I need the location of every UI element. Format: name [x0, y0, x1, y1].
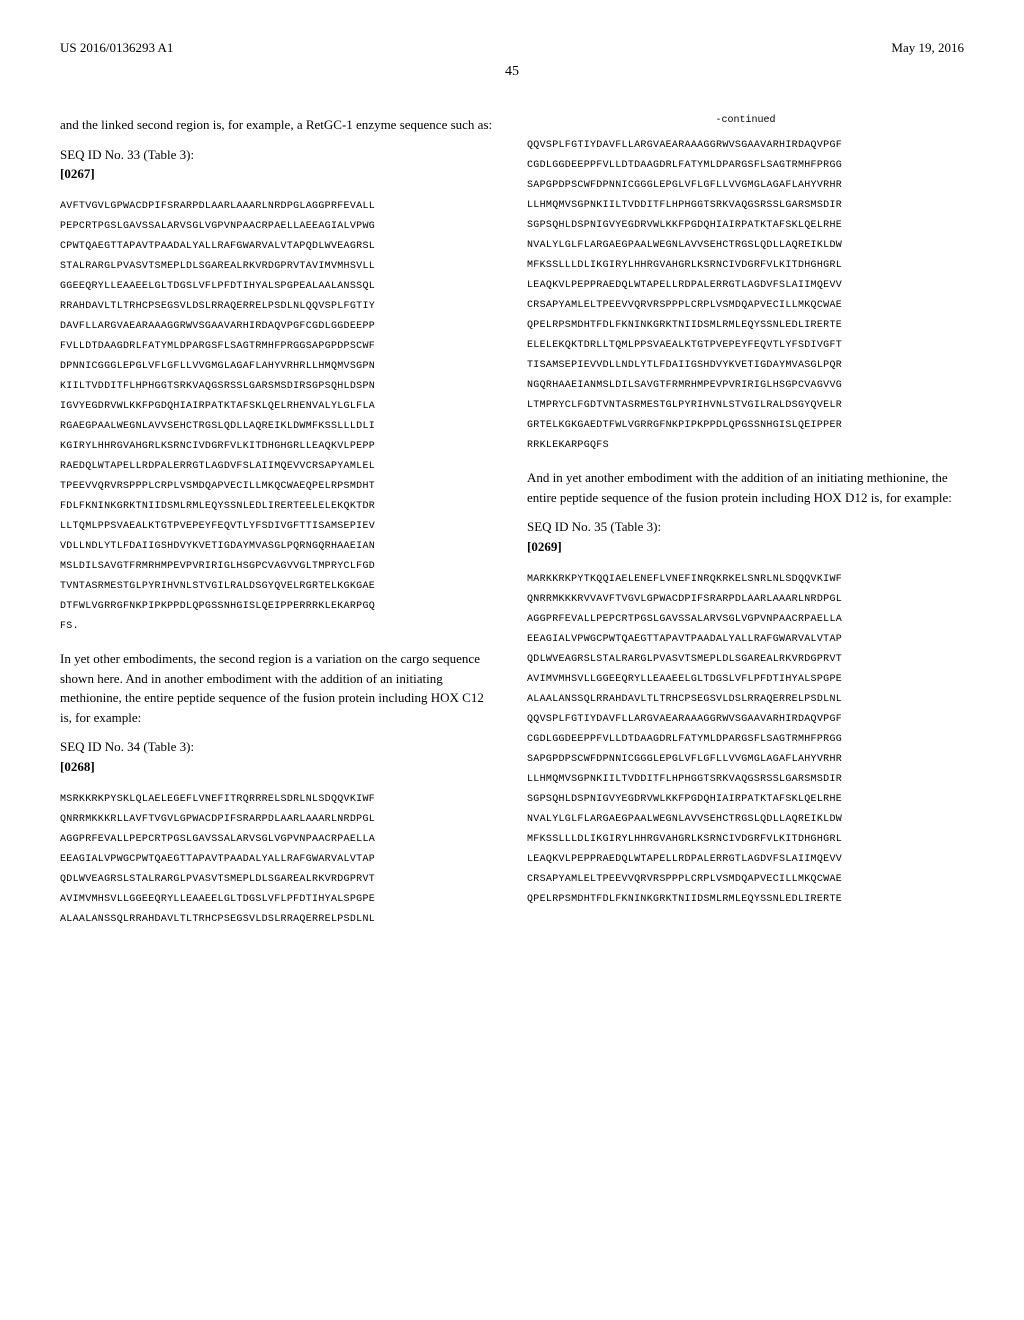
mid-text-right: And in yet another embodiment with the a… [527, 468, 964, 507]
sequence-35: MARKKRKPYTKQQIAELENEFLVNEFINRQKRKELSNRLN… [527, 570, 964, 910]
page-number: 45 [60, 64, 964, 80]
paragraph-0268: [0268] [60, 759, 497, 775]
right-column: -continued QQVSPLFGTIYDAVFLLARGVAEARAAAG… [527, 115, 964, 942]
publication-date: May 19, 2016 [891, 40, 964, 56]
sequence-34: MSRKKRKPYSKLQLAELEGEFLVNEFITRQRRRELSDRLN… [60, 790, 497, 930]
paragraph-0267: [0267] [60, 166, 497, 182]
seq-id-33-label: SEQ ID No. 33 (Table 3): [60, 145, 497, 165]
sequence-33: AVFTVGVLGPWACDPIFSRARPDLAARLAAARLNRDPGLA… [60, 197, 497, 637]
intro-text: and the linked second region is, for exa… [60, 115, 497, 135]
mid-text-left: In yet other embodiments, the second reg… [60, 649, 497, 727]
sequence-34-continued: QQVSPLFGTIYDAVFLLARGVAEARAAAGGRWVSGAAVAR… [527, 136, 964, 456]
seq-id-35-label: SEQ ID No. 35 (Table 3): [527, 517, 964, 537]
content-columns: and the linked second region is, for exa… [60, 115, 964, 942]
publication-number: US 2016/0136293 A1 [60, 40, 173, 56]
seq-id-34-label: SEQ ID No. 34 (Table 3): [60, 737, 497, 757]
paragraph-0269: [0269] [527, 539, 964, 555]
left-column: and the linked second region is, for exa… [60, 115, 497, 942]
page-header: US 2016/0136293 A1 May 19, 2016 [60, 40, 964, 56]
continued-label: -continued [527, 115, 964, 126]
